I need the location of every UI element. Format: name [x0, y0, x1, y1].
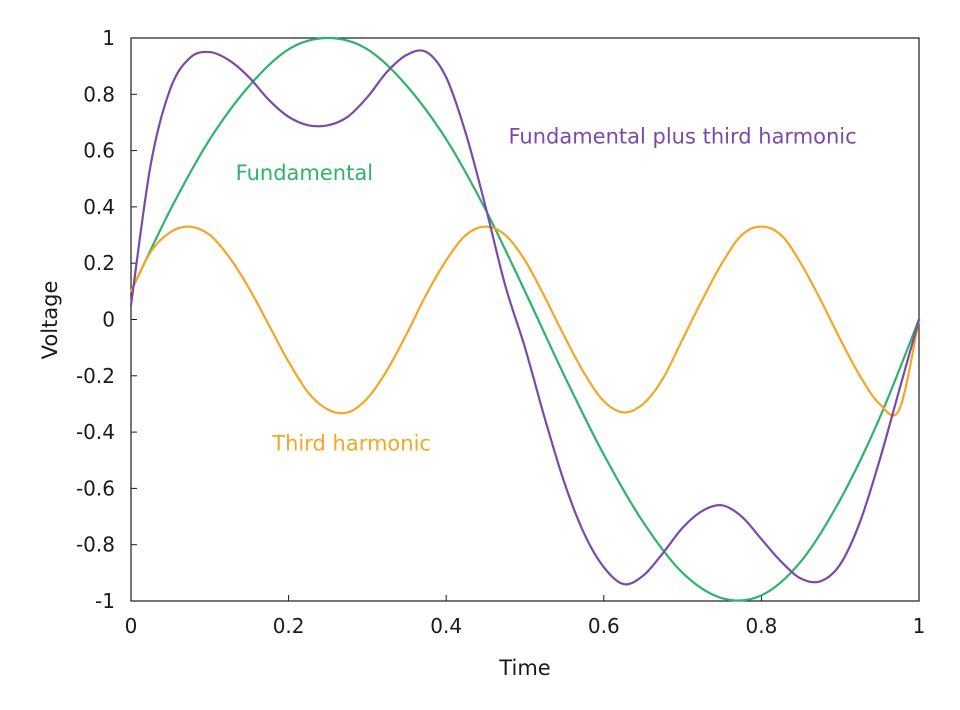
x-tick-label: 0.4: [430, 614, 462, 638]
y-tick-label: -0.2: [76, 364, 115, 388]
y-tick-label: -0.4: [76, 420, 115, 444]
x-tick-label: 0.8: [745, 614, 777, 638]
x-tick-label: 0: [125, 614, 138, 638]
y-axis-title: Voltage: [38, 281, 62, 360]
plot-frame: [130, 37, 920, 602]
x-tick-label: 0.2: [273, 614, 305, 638]
y-tick-label: -1: [95, 589, 115, 613]
y-tick-label: 0.2: [83, 251, 115, 275]
y-tick-label: 0.8: [83, 82, 115, 106]
series-line-fundamental-plus-third-harmonic: [129, 49, 921, 586]
annotation-fundamental-plus-third-harmonic: Fundamental plus third harmonic: [508, 125, 856, 149]
x-axis-title: Time: [498, 656, 550, 680]
x-axis: 0 0.2 0.4 0.6 0.8 1: [125, 595, 926, 638]
x-tick-label: 1: [913, 614, 926, 638]
y-tick-label: 0.6: [83, 139, 115, 163]
y-axis: 1 0.8 0.6 0.4 0.2 0 -0.2 -0.4 -0.6 -0.8 -1: [76, 26, 137, 613]
y-tick-label: -0.6: [76, 476, 115, 500]
annotation-fundamental: Fundamental: [236, 161, 373, 185]
x-tick-label: 0.6: [588, 614, 620, 638]
series-lines: [129, 36, 921, 602]
series-annotations: Fundamental Third harmonic Fundamental plu…: [236, 125, 857, 456]
y-tick-label: -0.8: [76, 533, 115, 557]
annotation-third-harmonic: Third harmonic: [271, 431, 431, 455]
plot-area: [130, 37, 920, 602]
series-line-third-harmonic: [129, 225, 921, 417]
y-tick-label: 0.4: [83, 195, 115, 219]
series-line-fundamental: [129, 36, 921, 602]
y-tick-label: 1: [102, 26, 115, 50]
y-tick-label: 0: [102, 308, 115, 332]
